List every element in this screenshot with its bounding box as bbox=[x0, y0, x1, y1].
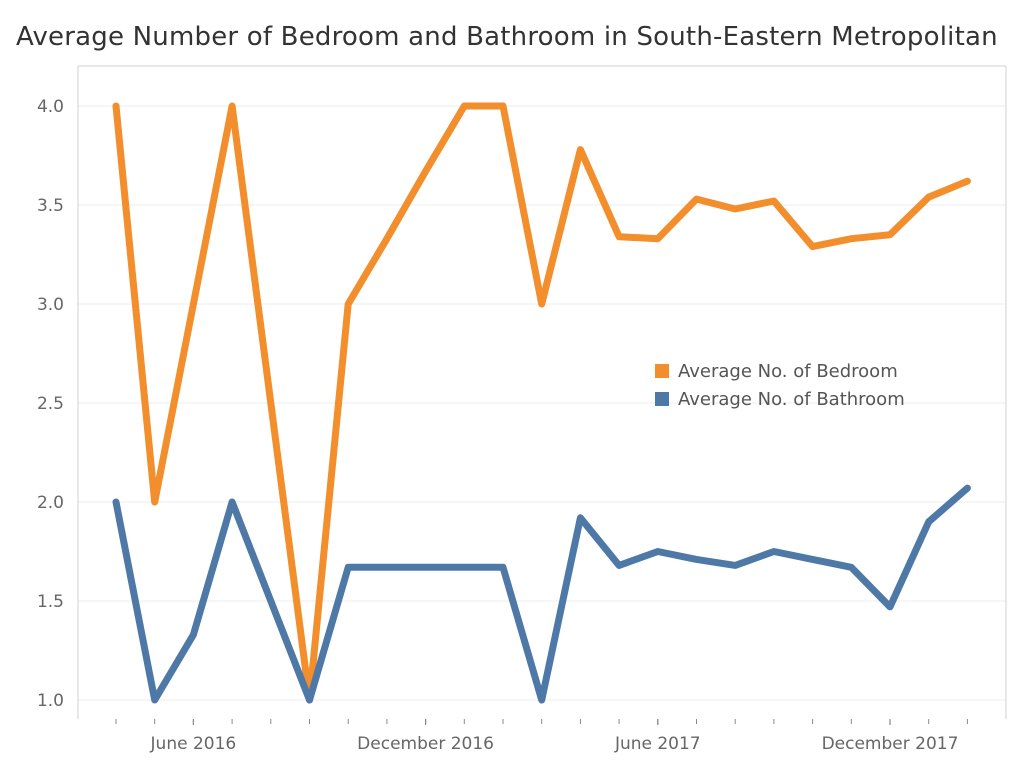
y-tick-label: 1.5 bbox=[37, 592, 64, 612]
x-tick-label: June 2017 bbox=[614, 734, 701, 754]
x-tick-label: December 2017 bbox=[822, 734, 959, 754]
series-line-bathroom bbox=[112, 484, 971, 704]
y-tick-label: 1.0 bbox=[37, 691, 64, 711]
legend-swatch bbox=[655, 392, 669, 406]
legend-label: Average No. of Bathroom bbox=[678, 389, 905, 410]
y-axis: 1.0 1.5 2.0 2.5 3.0 3.5 4.0 bbox=[37, 97, 64, 711]
plot-frame bbox=[77, 65, 1007, 719]
y-tick-label: 2.0 bbox=[37, 493, 64, 513]
y-tick-label: 4.0 bbox=[37, 97, 64, 117]
series-line-bedroom bbox=[112, 102, 971, 704]
chart-title: Average Number of Bedroom and Bathroom i… bbox=[16, 22, 998, 52]
legend: Average No. of Bedroom Average No. of Bat… bbox=[655, 361, 905, 410]
series-lines bbox=[112, 102, 971, 704]
x-axis: June 2016 December 2016 June 2017 December … bbox=[115, 719, 968, 754]
x-tick-label: December 2016 bbox=[357, 734, 494, 754]
y-tick-label: 3.5 bbox=[37, 196, 64, 216]
y-tick-label: 2.5 bbox=[37, 394, 64, 414]
legend-swatch bbox=[655, 364, 669, 378]
x-tick-label: June 2016 bbox=[150, 734, 237, 754]
legend-label: Average No. of Bedroom bbox=[678, 361, 898, 382]
y-tick-label: 3.0 bbox=[37, 295, 64, 315]
